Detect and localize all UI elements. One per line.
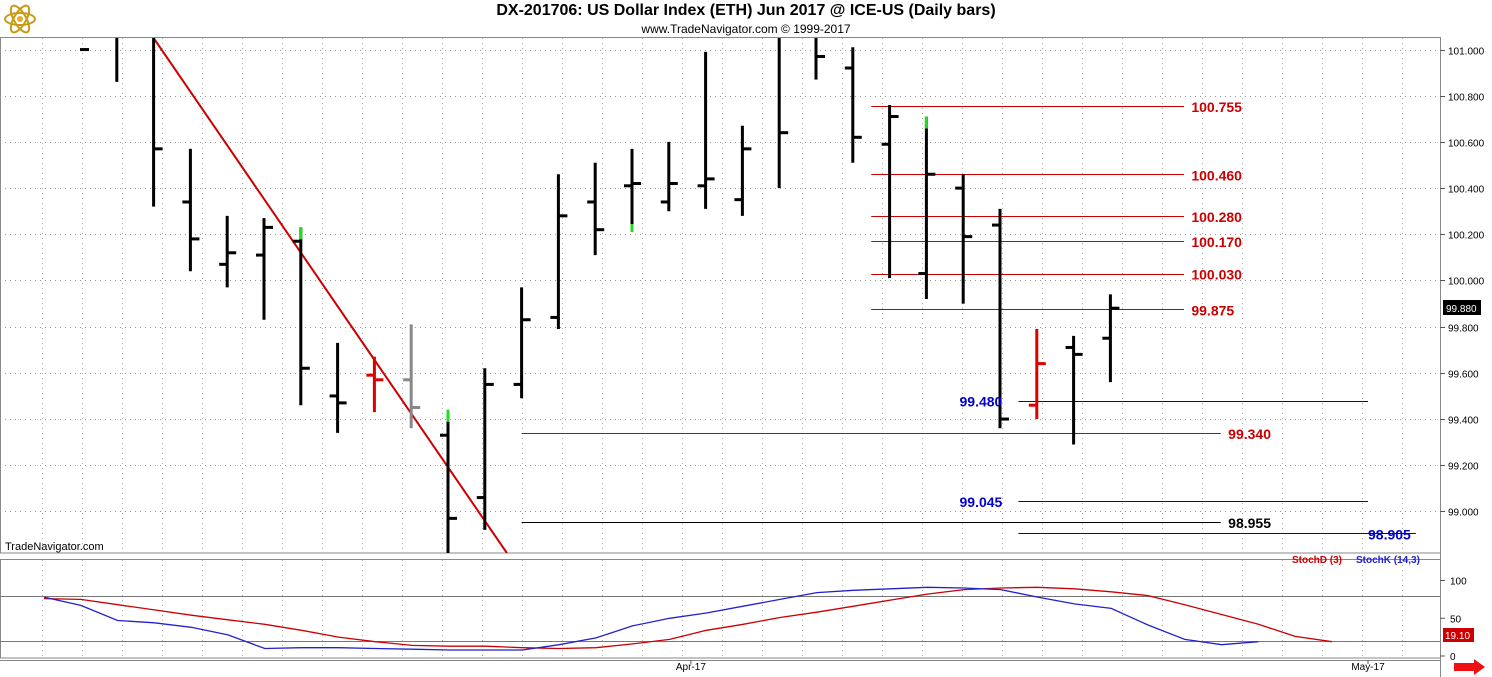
ohlc-bar[interactable] — [881, 104, 899, 279]
level-label: 99.480 — [960, 394, 1003, 410]
ohlc-bar[interactable] — [440, 409, 457, 553]
stoch-tick-label: 100 — [1450, 577, 1467, 588]
ohlc-bar[interactable] — [777, 38, 789, 189]
price-tick-label: 101.000 — [1448, 47, 1485, 58]
ohlc-bar[interactable] — [219, 215, 237, 288]
stoch-tick-label: 0 — [1450, 652, 1456, 663]
price-tick-label: 100.000 — [1448, 277, 1485, 288]
level-label: 98.955 — [1228, 515, 1271, 531]
ohlc-bar[interactable] — [1028, 328, 1046, 420]
watermark: TradeNavigator.com — [5, 541, 104, 553]
ohlc-bar[interactable] — [992, 208, 1009, 429]
ohlc-bar[interactable] — [292, 227, 310, 406]
level-label: 99.875 — [1191, 302, 1234, 318]
price-tick-label: 99.400 — [1448, 416, 1479, 427]
stoch-legend-k: StochK (14,3) — [1356, 555, 1420, 566]
ohlc-bar[interactable] — [844, 47, 862, 163]
atom-logo-icon — [4, 4, 36, 34]
chart-title: DX-201706: US Dollar Index (ETH) Jun 201… — [496, 2, 996, 19]
ohlc-bar[interactable] — [403, 324, 421, 429]
price-tick-label: 100.600 — [1448, 139, 1485, 150]
stoch-series-line — [43, 586, 1259, 651]
level-label: 100.030 — [1191, 267, 1242, 283]
chart-subtitle: www.TradeNavigator.com © 1999-2017 — [641, 22, 851, 36]
level-label: 100.170 — [1191, 234, 1242, 250]
x-tick-label: May-17 — [1351, 662, 1385, 673]
ohlc-bar[interactable] — [587, 162, 605, 256]
ohlc-bar[interactable] — [1065, 335, 1083, 445]
level-label: 100.280 — [1191, 209, 1242, 225]
ohlc-bar[interactable] — [734, 125, 752, 216]
ohlc-bar[interactable] — [256, 218, 273, 320]
level-label: 98.905 — [1368, 526, 1411, 542]
ohlc-bar[interactable] — [550, 174, 568, 329]
stoch-pane-frame — [0, 559, 1441, 659]
ohlc-bar[interactable] — [660, 141, 678, 212]
stoch-tick-label: 50 — [1450, 614, 1462, 625]
ohlc-bar[interactable] — [955, 174, 973, 304]
level-label: 99.045 — [960, 494, 1003, 510]
ohlc-bar[interactable] — [366, 356, 384, 413]
arrow-right-icon[interactable] — [1454, 659, 1486, 675]
last-price-box — [1443, 300, 1481, 315]
ohlc-bar[interactable] — [814, 38, 825, 80]
stoch-series-line — [43, 586, 1333, 650]
price-tick-label: 100.400 — [1448, 185, 1485, 196]
stoch-legend-d: StochD (3) — [1292, 555, 1342, 566]
stoch-last-label: 19.10 — [1445, 631, 1470, 642]
level-label: 100.755 — [1191, 99, 1242, 115]
ohlc-bar[interactable] — [1102, 294, 1120, 383]
last-price-label: 99.880 — [1446, 304, 1477, 315]
ohlc-bar[interactable] — [476, 368, 494, 530]
level-label: 99.340 — [1228, 426, 1271, 442]
ohlc-bar[interactable] — [152, 38, 163, 207]
price-tick-label: 99.600 — [1448, 370, 1479, 381]
ohlc-bar[interactable] — [80, 38, 89, 52]
x-tick-label: Apr-17 — [676, 662, 706, 673]
price-tick-label: 99.000 — [1448, 508, 1479, 519]
ohlc-bar[interactable] — [624, 148, 641, 232]
stoch-last-box — [1443, 628, 1474, 642]
price-tick-label: 100.200 — [1448, 231, 1485, 242]
price-tick-label: 99.800 — [1448, 324, 1479, 335]
trendline — [152, 38, 508, 553]
price-tick-label: 100.800 — [1448, 93, 1485, 104]
ohlc-bar[interactable] — [182, 148, 200, 272]
price-plot-area — [80, 38, 1416, 553]
price-tick-label: 99.200 — [1448, 462, 1479, 473]
ohlc-bar[interactable] — [329, 342, 347, 433]
ohlc-bar[interactable] — [918, 116, 936, 299]
level-label: 100.460 — [1191, 167, 1242, 183]
ohlc-bar[interactable] — [697, 51, 715, 209]
ohlc-bar[interactable] — [513, 287, 531, 399]
